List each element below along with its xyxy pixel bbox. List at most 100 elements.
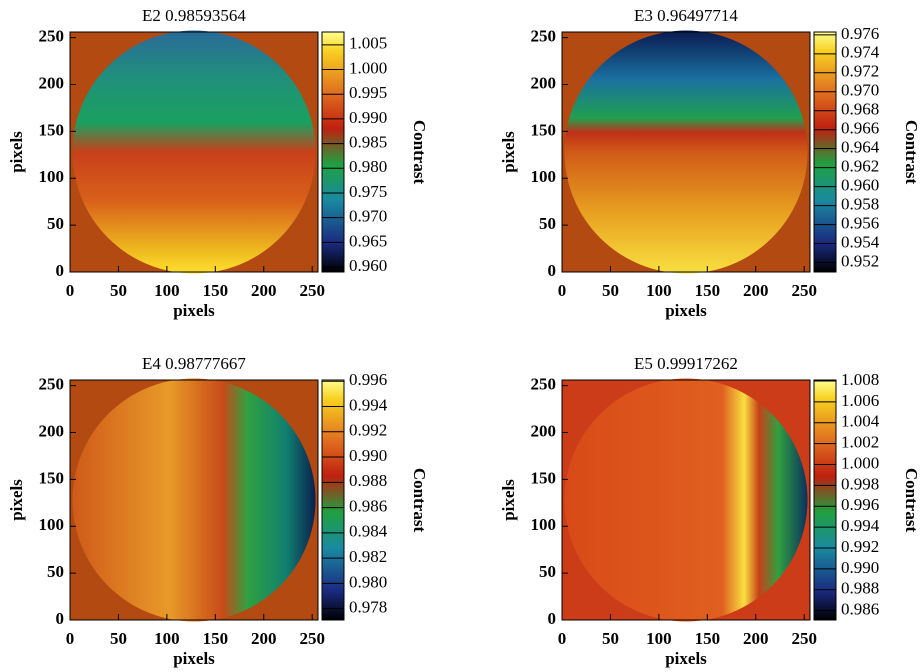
colorbar-tick-label: 0.962 — [841, 157, 879, 176]
colorbar-label: Contrast — [902, 120, 921, 185]
y-tick-label: 100 — [531, 167, 557, 186]
colorbar-tick-label: 1.000 — [349, 58, 387, 77]
y-axis-label: pixels — [499, 479, 518, 521]
x-tick-label: 150 — [203, 629, 229, 648]
plot-frame — [69, 31, 319, 273]
y-tick-label: 200 — [39, 421, 65, 440]
heatmap-disk — [72, 30, 316, 274]
x-tick-label: 100 — [154, 629, 180, 648]
colorbar-tick-label: 0.996 — [349, 370, 387, 389]
y-tick-label: 250 — [531, 27, 557, 46]
x-tick-label: 250 — [791, 629, 817, 648]
colorbar-tick-label: 0.986 — [349, 496, 387, 515]
plot-frame — [561, 31, 811, 273]
x-tick-label: 200 — [743, 281, 769, 300]
colorbar-tick-label: 0.954 — [841, 232, 880, 251]
x-tick-label: 100 — [154, 281, 180, 300]
colorbar — [321, 379, 345, 621]
y-tick-label: 0 — [548, 609, 557, 628]
y-tick-label: 100 — [39, 515, 65, 534]
colorbar-tick-label: 1.008 — [841, 370, 879, 389]
colorbar-tick-label: 1.000 — [841, 453, 879, 472]
colorbar-tick-label: 0.988 — [349, 471, 387, 490]
colorbar-tick-label: 0.985 — [349, 133, 387, 152]
y-tick-label: 150 — [531, 468, 557, 487]
colorbar-tick-label: 1.005 — [349, 34, 387, 53]
y-tick-label: 200 — [531, 421, 557, 440]
y-tick-label: 150 — [39, 120, 65, 139]
colorbar-label: Contrast — [410, 120, 429, 185]
x-axis-label: pixels — [173, 649, 215, 668]
panel-title: E3 0.96497714 — [634, 6, 738, 25]
colorbar-tick-label: 0.995 — [349, 83, 387, 102]
colorbar-tick-label: 0.994 — [349, 395, 388, 414]
x-tick-label: 250 — [299, 629, 325, 648]
y-tick-label: 250 — [531, 375, 557, 394]
colorbar — [813, 379, 837, 621]
y-tick-label: 50 — [47, 562, 64, 581]
y-axis-label: pixels — [499, 131, 518, 173]
panel-title: E4 0.98777667 — [142, 354, 246, 373]
x-axis-label: pixels — [665, 301, 707, 320]
y-tick-label: 0 — [548, 261, 557, 280]
x-tick-label: 200 — [743, 629, 769, 648]
colorbar-tick-label: 1.002 — [841, 433, 879, 452]
colorbar-tick-label: 0.958 — [841, 195, 879, 214]
colorbar-tick-label: 0.982 — [349, 547, 387, 566]
colorbar-tick-label: 0.964 — [841, 138, 880, 157]
colorbar-tick-label: 0.990 — [349, 446, 387, 465]
colorbar-tick-label: 1.006 — [841, 391, 879, 410]
y-tick-label: 50 — [539, 562, 556, 581]
x-axis-label: pixels — [173, 301, 215, 320]
x-tick-label: 100 — [646, 629, 672, 648]
colorbar-tick-label: 0.970 — [349, 207, 387, 226]
y-tick-label: 150 — [531, 120, 557, 139]
y-tick-label: 50 — [47, 214, 64, 233]
colorbar-tick-label: 0.992 — [349, 421, 387, 440]
x-tick-label: 0 — [558, 281, 567, 300]
colorbar-tick-label: 0.976 — [841, 24, 879, 43]
y-tick-label: 200 — [39, 73, 65, 92]
x-tick-label: 150 — [203, 281, 229, 300]
x-tick-label: 50 — [110, 281, 127, 300]
heatmap-disk — [564, 30, 808, 274]
colorbar-tick-label: 0.968 — [841, 100, 879, 119]
y-tick-label: 100 — [39, 167, 65, 186]
y-tick-label: 200 — [531, 73, 557, 92]
colorbar-tick-label: 0.996 — [841, 495, 879, 514]
x-axis-label: pixels — [665, 649, 707, 668]
x-tick-label: 150 — [695, 629, 721, 648]
x-tick-label: 200 — [251, 629, 277, 648]
colorbar-tick-label: 0.990 — [349, 108, 387, 127]
heatmap-disk — [564, 378, 808, 622]
panel-title: E2 0.98593564 — [142, 6, 246, 25]
colorbar-tick-label: 0.986 — [841, 600, 879, 619]
plot-frame — [69, 379, 319, 621]
colorbar-tick-label: 0.980 — [349, 572, 387, 591]
colorbar-tick-label: 0.980 — [349, 157, 387, 176]
colorbar-tick-label: 0.960 — [349, 256, 387, 275]
colorbar-label: Contrast — [410, 468, 429, 533]
y-tick-label: 50 — [539, 214, 556, 233]
colorbar-tick-label: 0.974 — [841, 43, 880, 62]
colorbar-tick-label: 0.990 — [841, 558, 879, 577]
y-tick-label: 100 — [531, 515, 557, 534]
x-tick-label: 200 — [251, 281, 277, 300]
colorbar-tick-label: 0.952 — [841, 251, 879, 270]
x-tick-label: 0 — [66, 281, 75, 300]
colorbar-tick-label: 0.965 — [349, 231, 387, 250]
colorbar-tick-label: 0.970 — [841, 81, 879, 100]
y-tick-label: 0 — [56, 609, 65, 628]
x-tick-label: 0 — [66, 629, 75, 648]
x-tick-label: 50 — [110, 629, 127, 648]
y-axis-label: pixels — [7, 479, 26, 521]
colorbar-tick-label: 0.992 — [841, 537, 879, 556]
colorbar — [813, 31, 837, 273]
x-tick-label: 50 — [602, 629, 619, 648]
x-tick-label: 150 — [695, 281, 721, 300]
x-tick-label: 100 — [646, 281, 672, 300]
colorbar-tick-label: 0.975 — [349, 182, 387, 201]
x-tick-label: 250 — [791, 281, 817, 300]
y-tick-label: 250 — [39, 375, 65, 394]
